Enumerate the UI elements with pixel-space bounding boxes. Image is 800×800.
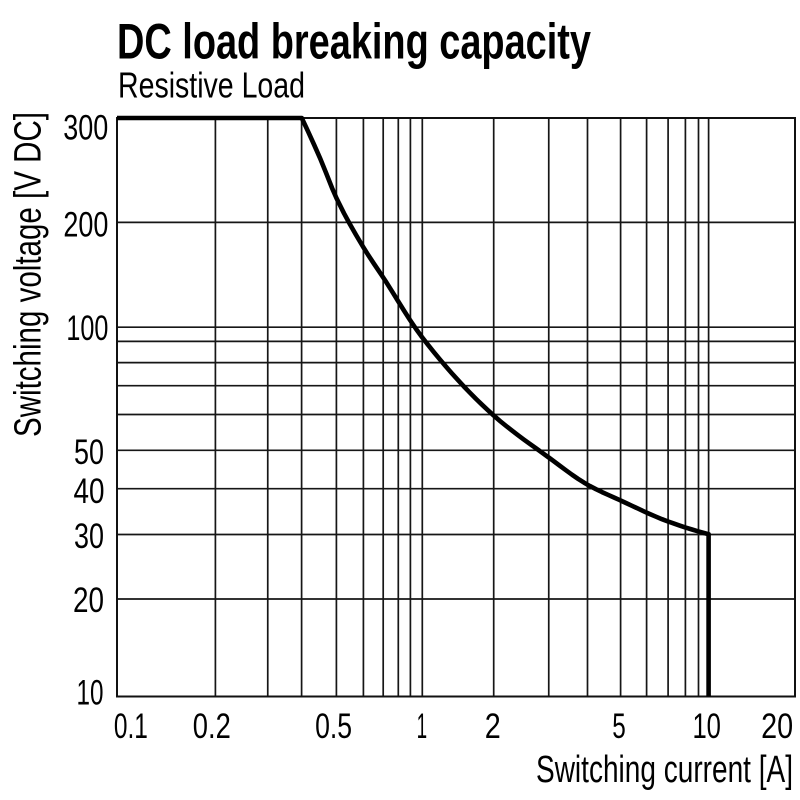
svg-text:2: 2 xyxy=(485,706,501,746)
svg-text:0.2: 0.2 xyxy=(193,706,231,746)
svg-text:1: 1 xyxy=(417,706,428,746)
svg-text:Switching voltage [V DC]: Switching voltage [V DC] xyxy=(8,112,50,437)
svg-text:20: 20 xyxy=(761,706,793,746)
svg-text:10: 10 xyxy=(77,672,104,712)
svg-text:50: 50 xyxy=(74,432,104,472)
svg-text:200: 200 xyxy=(63,205,108,245)
svg-text:100: 100 xyxy=(66,308,108,348)
svg-text:300: 300 xyxy=(63,107,108,147)
svg-text:10: 10 xyxy=(692,706,721,746)
svg-text:30: 30 xyxy=(74,516,104,556)
svg-text:40: 40 xyxy=(74,471,105,511)
svg-text:Switching current [A]: Switching current [A] xyxy=(536,749,793,791)
svg-text:20: 20 xyxy=(73,580,104,620)
svg-text:DC load breaking capacity: DC load breaking capacity xyxy=(117,13,591,69)
svg-text:0.1: 0.1 xyxy=(114,706,148,746)
svg-text:0.5: 0.5 xyxy=(315,706,352,746)
svg-text:Resistive Load: Resistive Load xyxy=(118,65,305,106)
svg-text:5: 5 xyxy=(612,706,626,746)
